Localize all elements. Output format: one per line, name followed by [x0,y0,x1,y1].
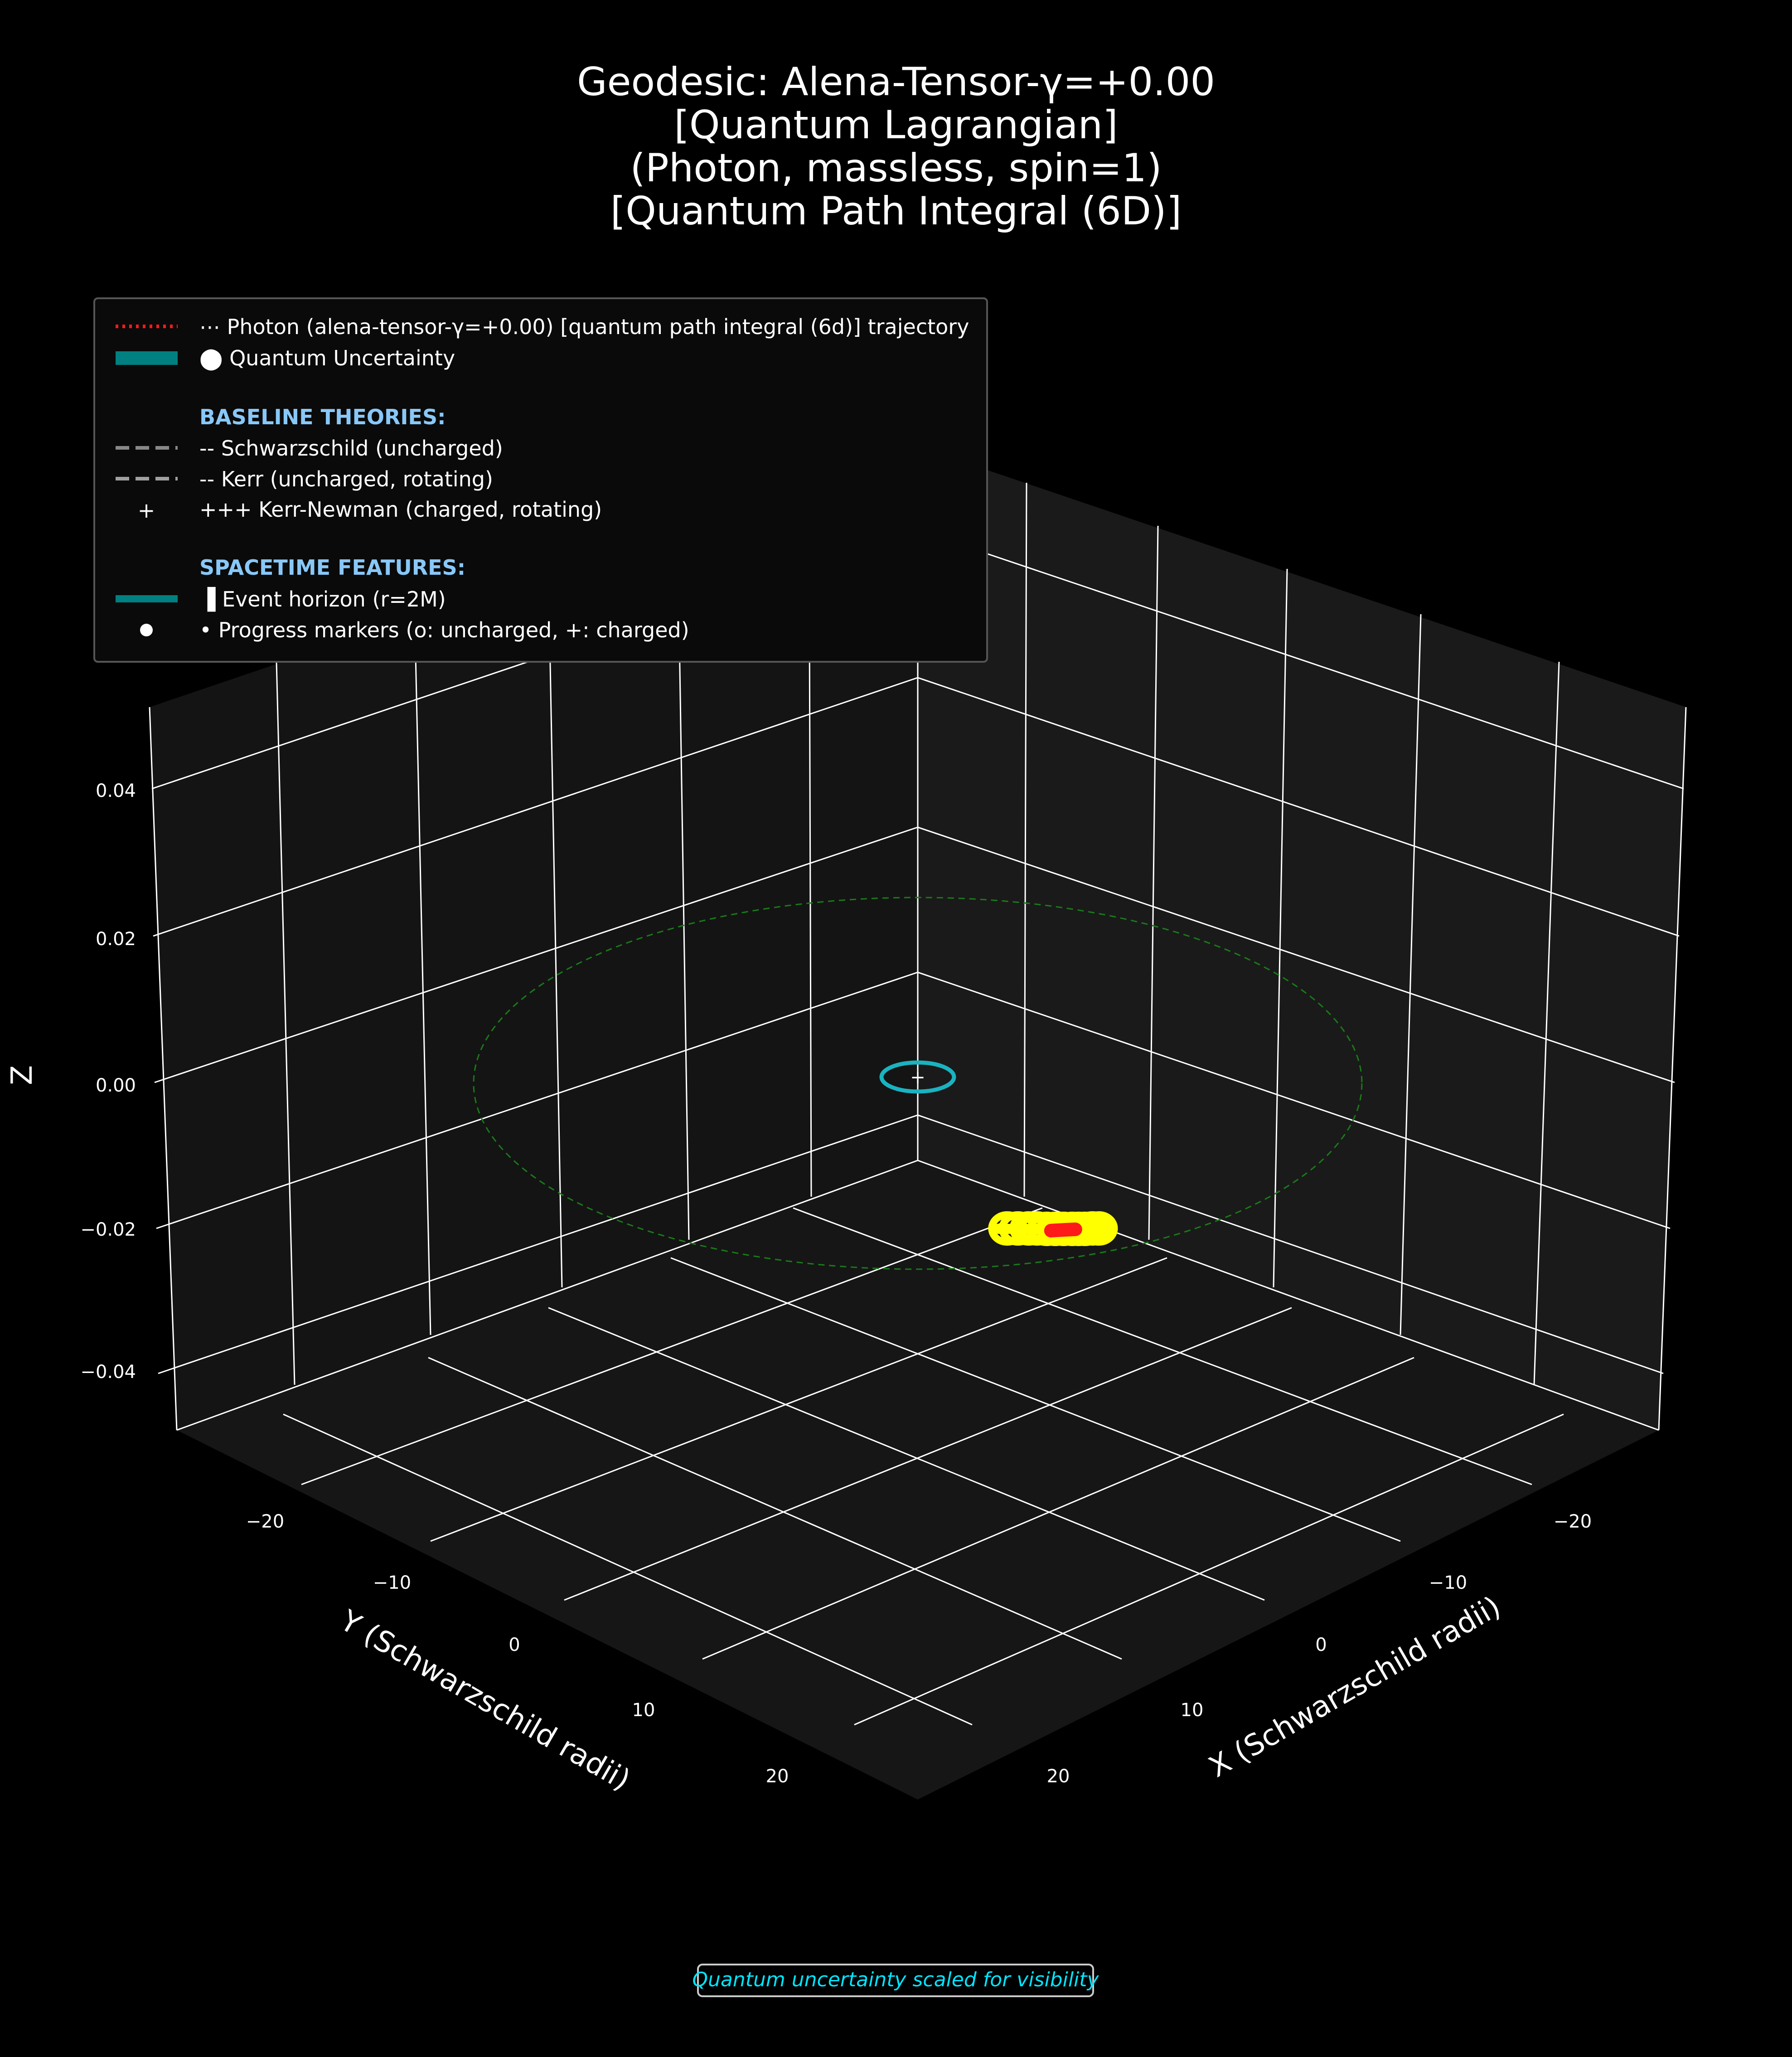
x-ticks: −20 −10 0 10 20 [1047,1511,1592,1787]
z-tick-label: −0.04 [80,1362,136,1383]
progress-marker [1080,1211,1118,1246]
event-horizon-ring [879,1060,956,1094]
legend-uncertainty-label: ⬤ Quantum Uncertainty [199,346,455,371]
grid-line [276,661,295,1385]
note-box [697,1964,1094,1997]
legend-kerr-label: -- Kerr (uncharged, rotating) [199,467,493,491]
title-line-4: [Quantum Path Integral (6D)] [610,189,1182,234]
z-axis-label: Z [5,1065,39,1085]
grid-line [1533,661,1560,1385]
grid-line [1148,525,1159,1240]
y-tick-label: 10 [632,1700,655,1721]
grid-line [547,568,563,1288]
legend-features-header: SPACETIME FEATURES: [199,555,465,580]
grid-line [430,1257,1167,1542]
title-line-1: Geodesic: Alena-Tensor-γ=+0.00 [577,59,1215,105]
progress-marker-fill [1086,1224,1112,1234]
grid-line [283,1413,973,1726]
grid-line [1273,568,1288,1288]
photon-sphere-ring [473,897,1363,1270]
chart-title: Geodesic: Alena-Tensor-γ=+0.00 [Quantum … [577,59,1215,234]
back-right-pane [918,446,1686,1430]
kerr-newman-plus-swatch: + [138,498,155,523]
grid-line [917,826,1675,1083]
x-tick-label: −10 [1429,1572,1467,1593]
grid-line [149,707,178,1431]
grid-line [301,1207,1043,1485]
grid-line [1023,482,1027,1197]
progress-marker-swatch [140,624,153,636]
grid-line [793,1207,1532,1485]
center-plus-marker: + [910,1067,925,1088]
grid-line [428,1357,1122,1660]
grid-line [156,971,918,1229]
grid-line [670,1257,1401,1542]
z-tick-label: 0.02 [96,929,136,950]
data-marks [988,1211,1118,1246]
legend-schwarzschild-label: -- Schwarzschild (uncharged) [199,436,503,461]
z-tick-label: 0.04 [96,781,136,801]
z-tick-label: 0.00 [96,1075,136,1096]
axis-grid [149,446,1687,1726]
y-tick-label: −20 [246,1511,284,1532]
back-left-pane [150,446,918,1430]
y-tick-label: −10 [373,1572,411,1593]
grid-line [176,1159,918,1431]
grid-line [153,677,918,937]
legend-horizon-label: ▐ Event horizon (r=2M) [199,587,446,612]
grid-line [1400,614,1422,1335]
x-tick-label: −20 [1554,1511,1592,1532]
title-line-2: [Quantum Lagrangian] [674,102,1118,148]
grid-line [854,1413,1564,1726]
z-ticks: 0.04 0.02 0.00 −0.02 −0.04 [80,781,136,1383]
legend: ⋯ Photon (alena-tensor-γ=+0.00) [quantum… [93,297,988,663]
grid-line [158,1114,918,1374]
grid-line [548,1307,1265,1601]
x-tick-label: 0 [1315,1635,1327,1655]
note-text: Quantum uncertainty scaled for visibilit… [692,1968,1099,1991]
title-line-3: (Photon, massless, spin=1) [630,146,1162,191]
grid-line [1658,707,1687,1431]
grid-line [564,1307,1292,1601]
photon-trajectory-line [1044,1223,1082,1237]
uncertainty-note: Quantum uncertainty scaled for visibilit… [692,1964,1099,1997]
grid-line [414,614,431,1335]
uncertainty-swatch [116,351,178,365]
legend-baseline-header: BASELINE THEORIES: [199,405,446,429]
grid-line [917,1114,1664,1374]
y-ticks: −20 −10 0 10 20 [246,1511,789,1787]
grid-line [154,826,918,1083]
grid-line [702,1357,1414,1660]
legend-kerr-newman-label: +++ Kerr-Newman (charged, rotating) [199,497,602,522]
grid-line [917,677,1680,937]
y-tick-label: 0 [509,1635,520,1655]
z-tick-label: −0.02 [80,1219,136,1240]
floor-pane [177,1160,1659,1800]
legend-trajectory-label: ⋯ Photon (alena-tensor-γ=+0.00) [quantum… [199,315,969,339]
legend-progress-label: • Progress markers (o: uncharged, +: cha… [199,618,689,642]
legend-frame [93,297,988,663]
x-tick-label: 10 [1181,1700,1204,1721]
grid-line [917,529,1684,790]
grid-line [917,971,1671,1229]
grid-line [917,1159,1659,1431]
x-tick-label: 20 [1047,1766,1070,1787]
y-tick-label: 20 [766,1766,789,1787]
